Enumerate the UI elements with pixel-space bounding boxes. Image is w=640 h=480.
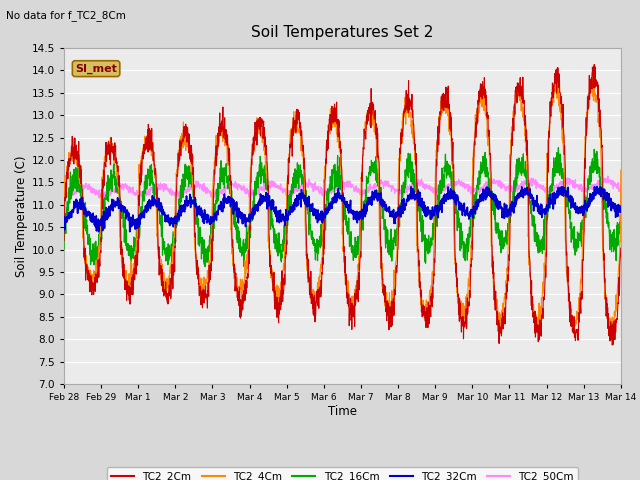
Legend: TC2_2Cm, TC2_4Cm, TC2_16Cm, TC2_32Cm, TC2_50Cm: TC2_2Cm, TC2_4Cm, TC2_16Cm, TC2_32Cm, TC… — [107, 467, 578, 480]
X-axis label: Time: Time — [328, 405, 357, 418]
Title: Soil Temperatures Set 2: Soil Temperatures Set 2 — [252, 25, 433, 40]
Text: SI_met: SI_met — [75, 63, 117, 74]
Text: No data for f_TC2_8Cm: No data for f_TC2_8Cm — [6, 10, 126, 21]
Y-axis label: Soil Temperature (C): Soil Temperature (C) — [15, 155, 28, 277]
